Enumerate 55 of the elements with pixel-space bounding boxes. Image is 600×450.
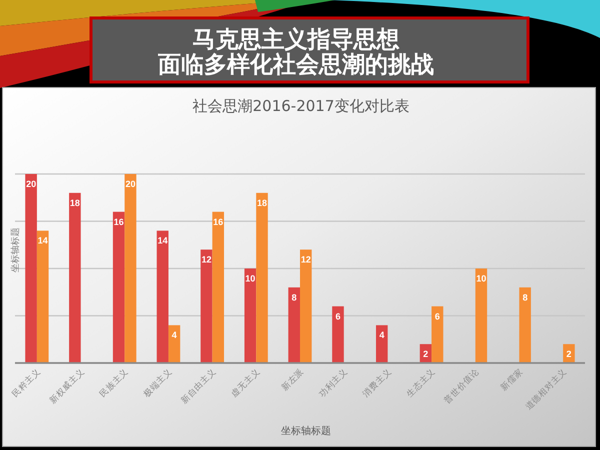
x-axis-title: 坐标轴标题 [281, 425, 331, 437]
data-label: 10 [245, 274, 256, 284]
chart-subtitle: 社会思潮2016-2017变化对比表 [192, 97, 410, 115]
x-tick-label: 道德相对主义 [523, 366, 570, 412]
chart-title: 马克思主义指导思想面临多样化社会思潮的挑战 [157, 26, 434, 78]
x-tick-label: 新左派 [279, 366, 306, 394]
data-label: 18 [256, 198, 268, 208]
x-tick-label: 功利主义 [316, 366, 350, 400]
data-label: 14 [158, 236, 168, 246]
bar [475, 268, 488, 363]
bar [300, 250, 312, 363]
data-label: 8 [522, 292, 528, 302]
x-tick-label: 极端主义 [140, 366, 175, 400]
data-label: 20 [26, 179, 36, 189]
x-tick-label: 民粹主义 [10, 366, 44, 400]
data-label: 20 [125, 179, 136, 189]
data-label: 14 [38, 236, 48, 246]
x-tick-label: 生态主义 [404, 366, 438, 400]
y-axis-title: 坐标轴标题 [10, 228, 21, 272]
data-label: 16 [213, 216, 224, 227]
data-label: 6 [335, 311, 341, 322]
bar [212, 212, 224, 363]
bar [376, 325, 388, 363]
bar [25, 174, 37, 363]
data-label: 16 [114, 216, 124, 227]
bar [519, 287, 531, 363]
bar [112, 212, 125, 363]
x-tick-label: 新权威主义 [47, 366, 87, 406]
bar [124, 174, 136, 363]
x-tick-label: 消费主义 [360, 366, 394, 400]
bar [168, 325, 180, 363]
data-label: 10 [476, 274, 486, 284]
bar [69, 192, 81, 363]
data-label: 8 [292, 292, 297, 302]
bar [432, 306, 444, 363]
bar [244, 268, 256, 363]
data-label: 18 [70, 198, 80, 208]
x-tick-label: 新儒家 [498, 366, 526, 394]
data-label: 4 [379, 330, 384, 340]
data-label: 4 [172, 330, 177, 340]
bar [288, 287, 300, 363]
x-tick-label: 民族主义 [98, 366, 131, 400]
x-tick-label: 普世价值论 [442, 366, 482, 406]
data-label: 2 [566, 349, 572, 360]
data-label: 12 [300, 254, 311, 265]
bar [332, 306, 344, 363]
data-label: 12 [201, 254, 212, 265]
bar [156, 230, 168, 363]
x-tick-label: 新自由主义 [178, 366, 218, 406]
x-tick-label: 虚无主义 [229, 366, 262, 400]
bar [36, 230, 49, 363]
bar [200, 250, 212, 363]
bar [256, 192, 268, 363]
data-label: 6 [434, 311, 440, 322]
data-label: 2 [423, 349, 428, 360]
